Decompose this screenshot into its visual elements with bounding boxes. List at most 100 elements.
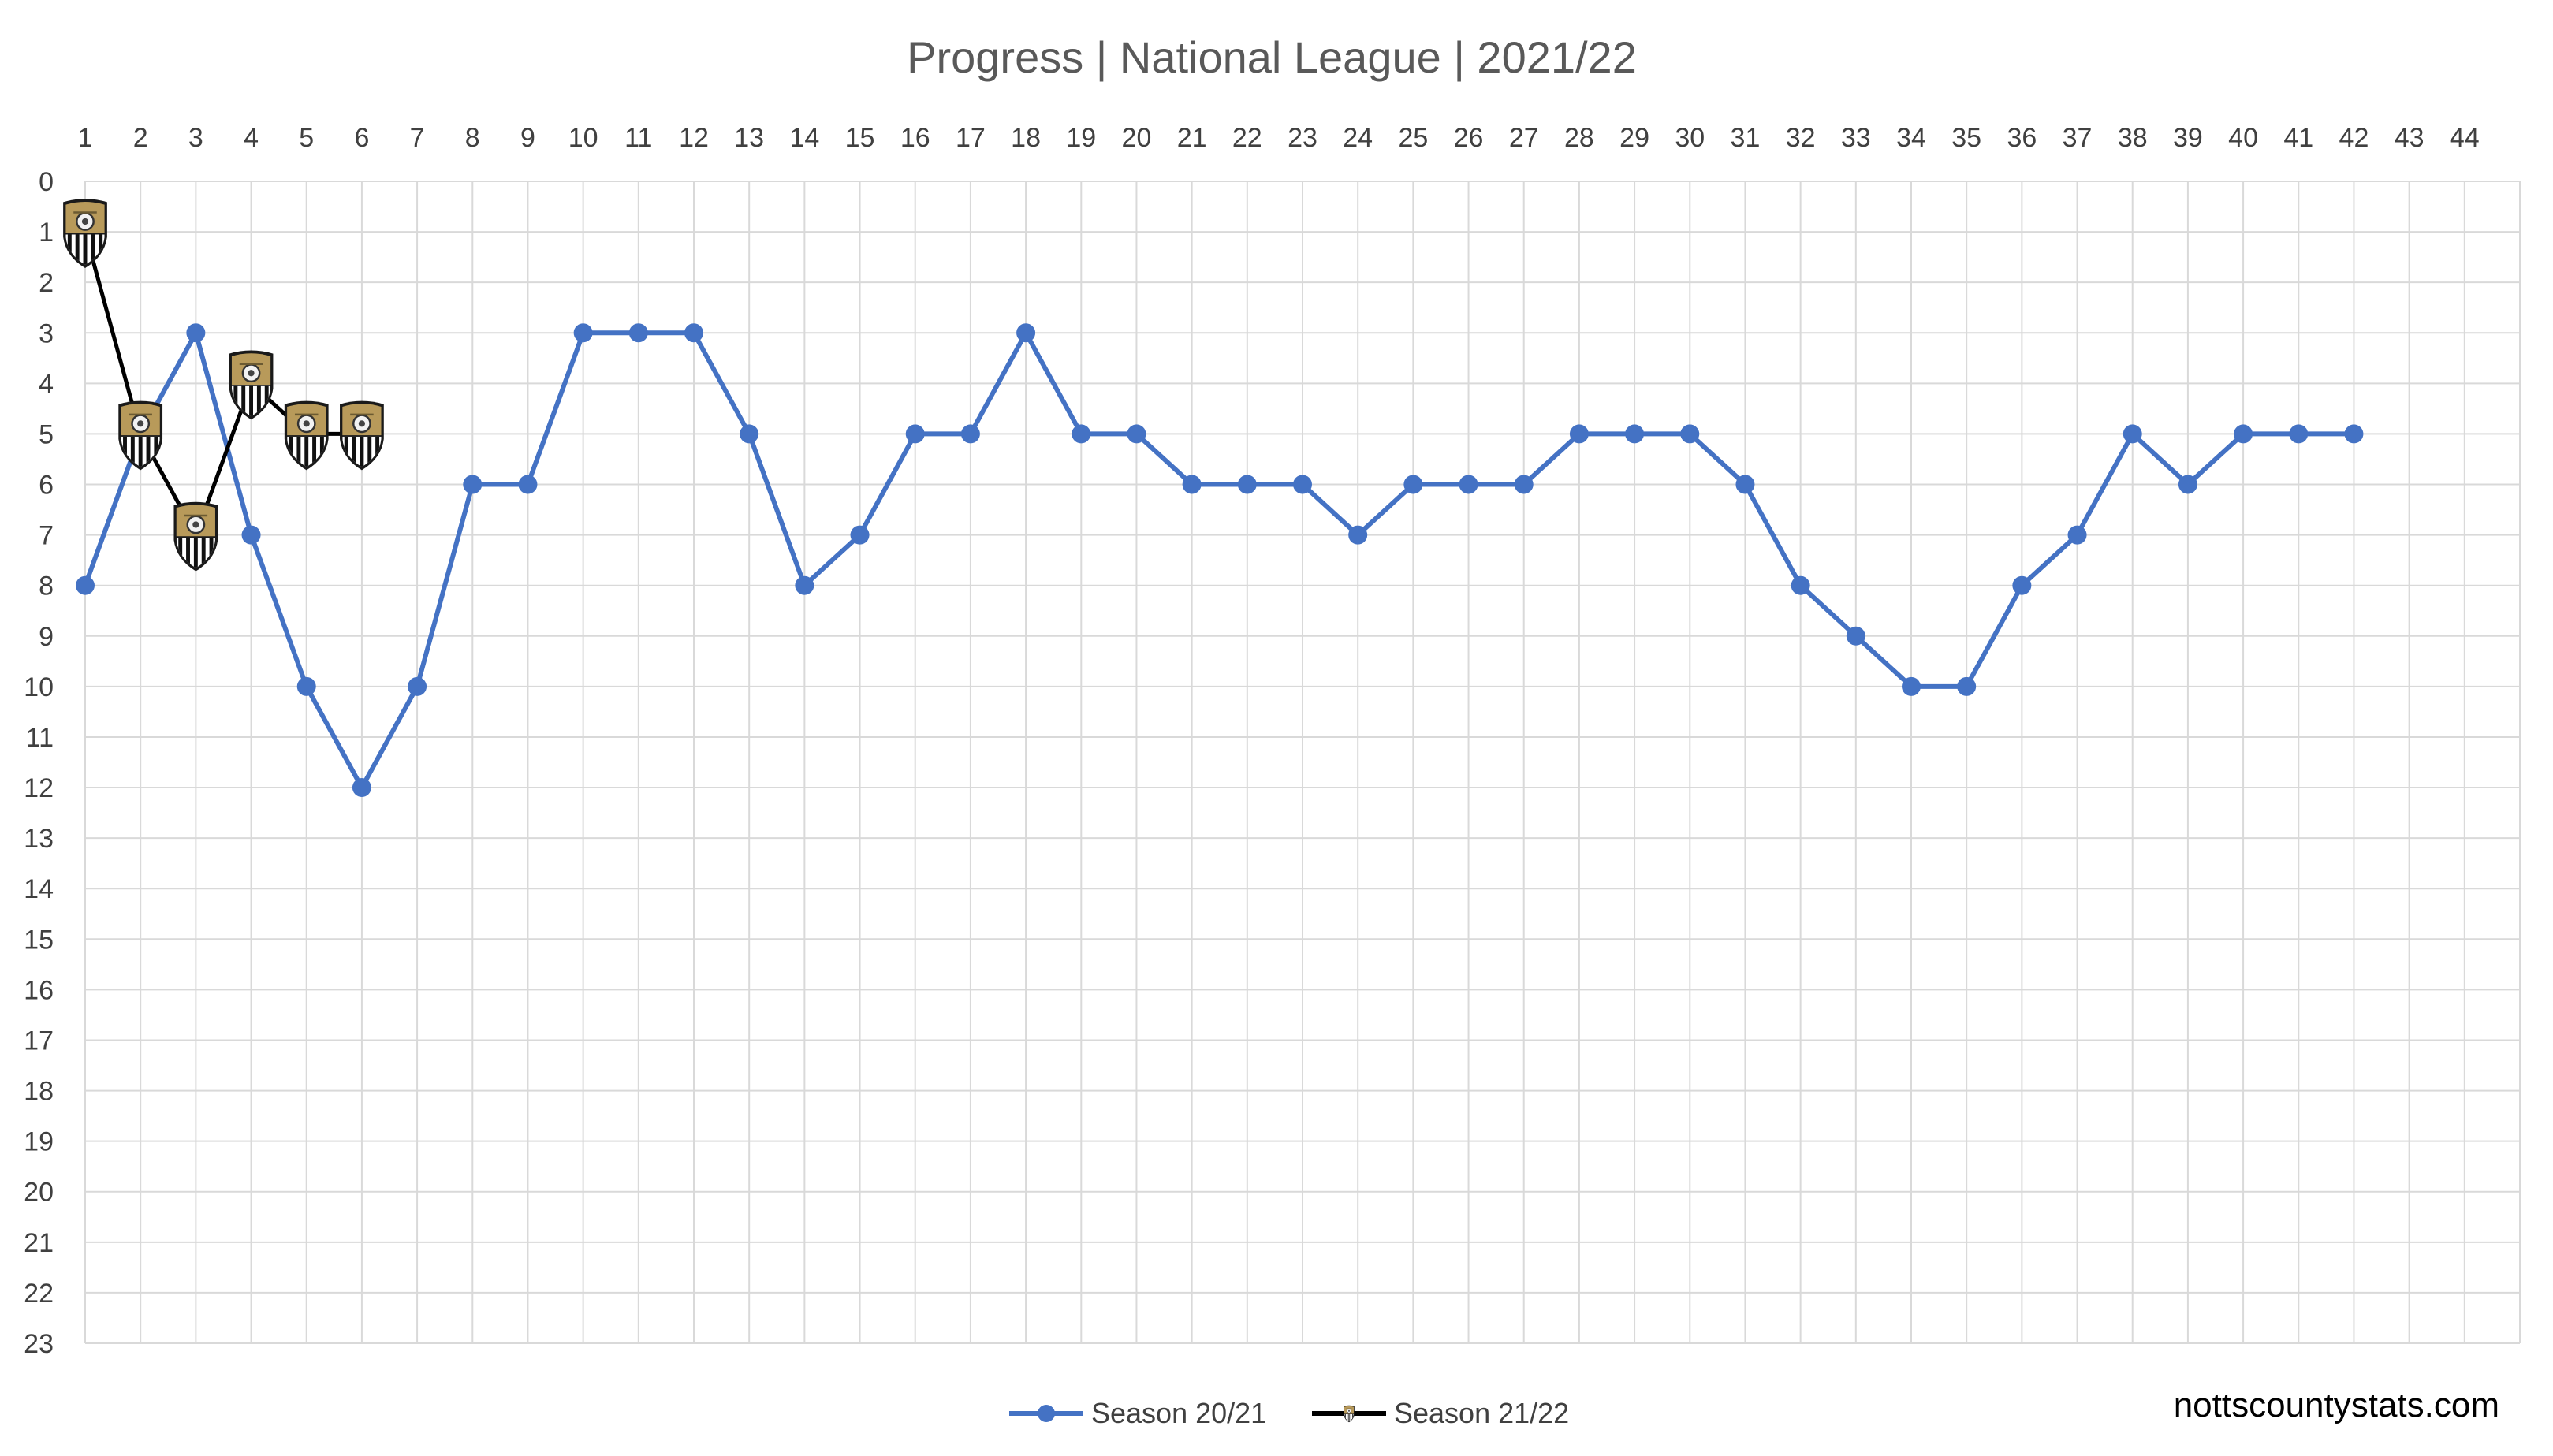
data-point[interactable] — [1127, 424, 1146, 444]
legend[interactable]: Season 20/21 Season 21/22 — [1009, 1397, 1569, 1429]
data-point[interactable] — [2123, 424, 2142, 444]
data-point[interactable] — [296, 676, 316, 696]
data-point[interactable] — [1791, 575, 1810, 595]
data-point[interactable] — [1680, 424, 1700, 444]
x-tick-label: 27 — [1509, 123, 1539, 153]
x-tick-label: 24 — [1343, 123, 1373, 153]
data-point-crest-icon[interactable] — [118, 400, 163, 471]
data-point[interactable] — [1569, 424, 1589, 444]
x-tick-label: 40 — [2228, 123, 2258, 153]
data-point[interactable] — [1459, 475, 1478, 494]
x-tick-label: 15 — [845, 123, 875, 153]
data-point[interactable] — [1735, 475, 1755, 494]
data-point[interactable] — [1514, 475, 1534, 494]
x-tick-label: 16 — [900, 123, 930, 153]
data-series — [63, 199, 2364, 798]
data-point[interactable] — [1293, 475, 1312, 494]
x-tick-label: 43 — [2395, 123, 2424, 153]
data-point[interactable] — [905, 424, 925, 444]
data-point-crest-icon[interactable] — [63, 199, 107, 269]
y-tick-label: 20 — [24, 1178, 54, 1208]
data-point-crest-icon[interactable] — [340, 400, 384, 471]
y-tick-label: 6 — [39, 471, 54, 501]
y-tick-label: 10 — [24, 672, 54, 702]
grid-lines — [84, 181, 2521, 1344]
x-tick-label: 37 — [2063, 123, 2093, 153]
y-tick-label: 11 — [26, 723, 54, 753]
x-tick-label: 44 — [2450, 123, 2480, 153]
data-point[interactable] — [1625, 424, 1645, 444]
x-tick-label: 42 — [2339, 123, 2369, 153]
data-point[interactable] — [1846, 626, 1865, 646]
x-tick-label: 32 — [1786, 123, 1816, 153]
x-tick-label: 22 — [1232, 123, 1262, 153]
data-point[interactable] — [2178, 475, 2197, 494]
x-tick-label: 2 — [133, 123, 148, 153]
data-point[interactable] — [2289, 424, 2309, 444]
x-tick-label: 3 — [188, 123, 203, 153]
y-tick-label: 19 — [24, 1127, 54, 1157]
x-tick-label: 17 — [956, 123, 986, 153]
legend-label: Season 20/21 — [1091, 1397, 1266, 1429]
data-point[interactable] — [518, 475, 538, 494]
x-tick-label: 12 — [679, 123, 709, 153]
data-point-crest-icon[interactable] — [173, 501, 218, 572]
data-point[interactable] — [241, 525, 261, 545]
data-point[interactable] — [960, 424, 980, 444]
legend-item-1[interactable]: Season 20/21 — [1009, 1397, 1266, 1429]
data-point[interactable] — [352, 778, 371, 798]
x-tick-label: 9 — [520, 123, 535, 153]
y-tick-label: 14 — [24, 874, 54, 904]
data-point[interactable] — [795, 575, 814, 595]
x-tick-label: 8 — [465, 123, 480, 153]
data-point[interactable] — [684, 323, 703, 343]
data-point[interactable] — [1902, 676, 1921, 696]
data-point[interactable] — [1182, 475, 1202, 494]
x-tick-label: 41 — [2283, 123, 2313, 153]
data-point[interactable] — [1016, 323, 1036, 343]
x-tick-label: 36 — [2007, 123, 2037, 153]
data-point[interactable] — [1348, 525, 1368, 545]
data-point[interactable] — [76, 575, 95, 595]
x-tick-label: 39 — [2173, 123, 2203, 153]
data-point[interactable] — [463, 475, 483, 494]
series-1 — [76, 323, 2364, 798]
series-line — [83, 330, 2354, 791]
legend-marker — [1038, 1405, 1055, 1422]
data-point-crest-icon[interactable] — [229, 350, 274, 420]
x-tick-label: 33 — [1841, 123, 1871, 153]
y-tick-label: 17 — [24, 1026, 54, 1056]
y-tick-label: 12 — [24, 773, 54, 803]
data-point[interactable] — [2067, 525, 2087, 545]
data-point[interactable] — [573, 323, 593, 343]
data-point[interactable] — [1237, 475, 1257, 494]
data-point[interactable] — [1403, 475, 1423, 494]
data-point[interactable] — [628, 323, 648, 343]
x-tick-label: 7 — [410, 123, 425, 153]
x-tick-label: 20 — [1122, 123, 1152, 153]
x-tick-label: 5 — [299, 123, 314, 153]
data-point[interactable] — [850, 525, 870, 545]
x-tick-label: 19 — [1066, 123, 1096, 153]
x-tick-label: 11 — [624, 123, 652, 153]
data-point[interactable] — [1072, 424, 1091, 444]
chart-title: Progress | National League | 2021/22 — [907, 32, 1637, 82]
x-tick-label: 23 — [1288, 123, 1317, 153]
data-point[interactable] — [2234, 424, 2253, 444]
data-point[interactable] — [740, 424, 759, 444]
y-tick-label: 2 — [39, 268, 54, 298]
x-tick-label: 38 — [2118, 123, 2148, 153]
data-point[interactable] — [186, 323, 206, 343]
legend-item-2[interactable]: Season 21/22 — [1312, 1397, 1569, 1429]
data-point[interactable] — [2012, 575, 2032, 595]
y-tick-label: 23 — [24, 1329, 54, 1359]
data-point-crest-icon[interactable] — [284, 400, 329, 471]
x-tick-label: 28 — [1564, 123, 1594, 153]
data-point[interactable] — [1957, 676, 1977, 696]
y-tick-label: 18 — [24, 1077, 54, 1107]
data-point[interactable] — [408, 676, 427, 696]
x-tick-label: 18 — [1011, 123, 1041, 153]
data-point[interactable] — [2344, 424, 2364, 444]
